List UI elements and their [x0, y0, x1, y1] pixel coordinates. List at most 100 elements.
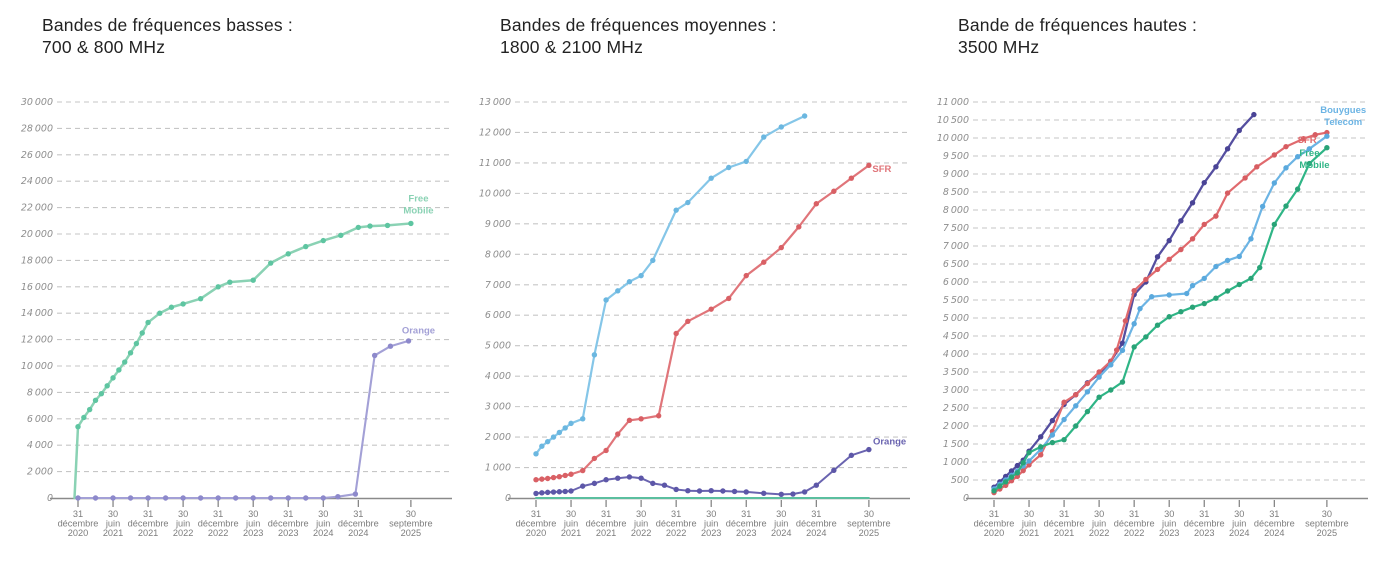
- svg-text:30: 30: [566, 509, 576, 519]
- svg-text:11 000: 11 000: [937, 97, 969, 108]
- chart-high-band: Bande de fréquences hautes : 3500 MHz 0 5…: [916, 0, 1374, 568]
- svg-text:26 000: 26 000: [21, 150, 53, 161]
- svg-text:décembre: décembre: [338, 519, 379, 529]
- svg-text:30 000: 30 000: [21, 97, 53, 108]
- chart-plot-high-band: 0 500 1 000 1 500 2 000 2 500 3 000 3 500 4 000 4…: [916, 84, 1374, 554]
- svg-text:Orange: Orange: [873, 437, 906, 448]
- svg-text:10 000: 10 000: [937, 133, 969, 144]
- svg-text:5 000: 5 000: [943, 313, 969, 324]
- svg-text:30: 30: [248, 509, 258, 519]
- svg-text:2023: 2023: [701, 528, 721, 538]
- chart-title-mid-bands: Bandes de fréquences moyennes : 1800 & 2…: [458, 0, 916, 58]
- chart-svg-low-bands: 0 2 000 4 000 6 000 8 000 10 000 12 000 14 000 1…: [21, 97, 452, 538]
- series-orange: Orange: [533, 437, 906, 498]
- svg-text:Bouygues: Bouygues: [1320, 105, 1366, 116]
- svg-text:3 000: 3 000: [485, 402, 511, 413]
- svg-text:31: 31: [1269, 509, 1279, 519]
- svg-text:décembre: décembre: [974, 519, 1015, 529]
- svg-text:2021: 2021: [596, 528, 616, 538]
- svg-text:31: 31: [1129, 509, 1139, 519]
- svg-text:2023: 2023: [1159, 528, 1179, 538]
- x-axis-labels: 31décembre202030juin202131décembre202130…: [516, 500, 891, 538]
- svg-text:28 000: 28 000: [21, 123, 53, 134]
- series-dots: [991, 145, 1330, 494]
- chart-mid-bands: Bandes de fréquences moyennes : 1800 & 2…: [458, 0, 916, 568]
- svg-text:juin: juin: [245, 519, 260, 529]
- svg-text:6 000: 6 000: [485, 310, 511, 321]
- svg-text:décembre: décembre: [128, 519, 169, 529]
- svg-text:SFR: SFR: [1298, 135, 1317, 146]
- svg-text:décembre: décembre: [1044, 519, 1085, 529]
- svg-text:30: 30: [318, 509, 328, 519]
- svg-text:décembre: décembre: [268, 519, 309, 529]
- svg-text:31: 31: [353, 509, 363, 519]
- chart-plot-mid-bands: 0 1 000 2 000 3 000 4 000 5 000 6 000 7 000 8 00…: [458, 84, 916, 554]
- svg-text:30: 30: [1322, 509, 1332, 519]
- svg-text:6 000: 6 000: [943, 277, 969, 288]
- svg-text:décembre: décembre: [726, 519, 767, 529]
- svg-text:3 500: 3 500: [943, 367, 969, 378]
- svg-text:2021: 2021: [1054, 528, 1074, 538]
- chart-title-high-band: Bande de fréquences hautes : 3500 MHz: [916, 0, 1374, 58]
- y-axis-labels: 0 2 000 4 000 6 000 8 000 10 000 12 000 14 000 1…: [21, 97, 53, 504]
- svg-text:juin: juin: [563, 519, 578, 529]
- svg-text:4 000: 4 000: [943, 349, 969, 360]
- svg-text:2024: 2024: [771, 528, 791, 538]
- series-line: [992, 113, 1256, 489]
- svg-text:2024: 2024: [1264, 528, 1284, 538]
- svg-text:2 000: 2 000: [943, 421, 969, 432]
- svg-text:31: 31: [283, 509, 293, 519]
- svg-text:8 000: 8 000: [27, 387, 53, 398]
- svg-text:2020: 2020: [526, 528, 546, 538]
- series-label: SFR: [1298, 135, 1317, 146]
- svg-text:8 500: 8 500: [943, 187, 969, 198]
- svg-text:2021: 2021: [138, 528, 158, 538]
- svg-text:Telecom: Telecom: [1324, 117, 1362, 128]
- svg-text:7 000: 7 000: [485, 280, 511, 291]
- svg-text:500: 500: [951, 475, 969, 486]
- svg-text:7 500: 7 500: [943, 223, 969, 234]
- svg-text:12 000: 12 000: [479, 127, 511, 138]
- svg-text:2022: 2022: [1124, 528, 1144, 538]
- svg-text:juin: juin: [773, 519, 788, 529]
- svg-text:décembre: décembre: [656, 519, 697, 529]
- y-axis-labels: 0 500 1 000 1 500 2 000 2 500 3 000 3 500 4 000 4…: [937, 97, 969, 504]
- svg-text:30: 30: [1234, 509, 1244, 519]
- svg-text:septembre: septembre: [1305, 519, 1348, 529]
- gridlines: [57, 101, 450, 473]
- svg-text:décembre: décembre: [1184, 519, 1225, 529]
- svg-text:décembre: décembre: [198, 519, 239, 529]
- svg-text:1 000: 1 000: [943, 457, 969, 468]
- chart-title-line1: Bandes de fréquences moyennes :: [500, 15, 777, 35]
- svg-text:2024: 2024: [806, 528, 826, 538]
- svg-text:2025: 2025: [1317, 528, 1337, 538]
- svg-text:décembre: décembre: [796, 519, 837, 529]
- series-orange: Orange: [75, 325, 435, 501]
- svg-text:10 500: 10 500: [937, 115, 969, 126]
- svg-text:31: 31: [811, 509, 821, 519]
- chart-title-line2: 700 & 800 MHz: [42, 37, 166, 57]
- svg-text:22 000: 22 000: [21, 203, 53, 214]
- svg-text:décembre: décembre: [586, 519, 627, 529]
- svg-text:2022: 2022: [1089, 528, 1109, 538]
- svg-text:juin: juin: [1231, 519, 1246, 529]
- svg-text:12 000: 12 000: [21, 335, 53, 346]
- series-line: [534, 114, 806, 455]
- x-axis-labels: 31décembre202030juin202131décembre202130…: [974, 500, 1349, 538]
- svg-text:2020: 2020: [68, 528, 88, 538]
- svg-text:13 000: 13 000: [479, 97, 511, 108]
- svg-text:0: 0: [47, 493, 53, 504]
- chart-title-line1: Bandes de fréquences basses :: [42, 15, 293, 35]
- svg-text:2025: 2025: [859, 528, 879, 538]
- series-dots: [533, 446, 872, 498]
- y-axis-labels: 0 1 000 2 000 3 000 4 000 5 000 6 000 7 000 8 00…: [479, 97, 511, 504]
- svg-text:2023: 2023: [1194, 528, 1214, 538]
- svg-text:2021: 2021: [1019, 528, 1039, 538]
- series-dots: [533, 162, 872, 483]
- gridlines: [515, 101, 908, 469]
